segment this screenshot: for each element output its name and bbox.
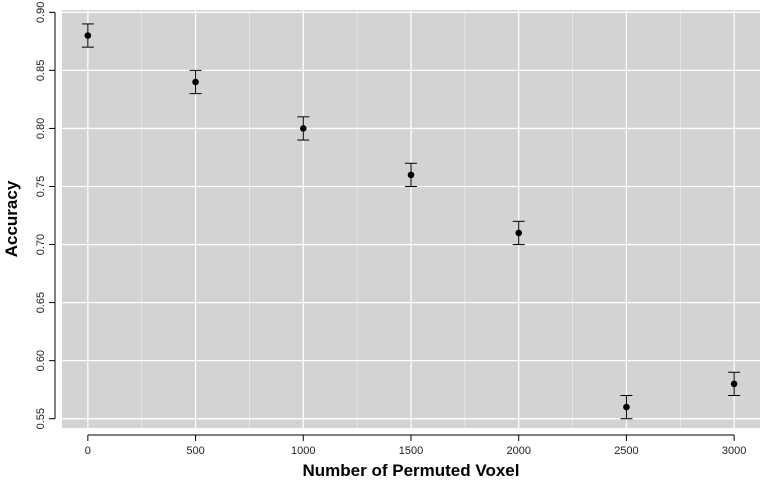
y-tick-label: 0.55	[35, 408, 47, 429]
data-point	[623, 403, 630, 411]
x-tick-label: 1000	[291, 445, 315, 457]
data-point	[515, 229, 523, 237]
y-tick-label: 0.75	[35, 176, 47, 197]
y-axis-title: Accuracy	[2, 180, 21, 257]
x-tick-label: 1500	[399, 445, 423, 457]
x-tick-label: 2000	[506, 445, 530, 457]
y-tick-label: 0.80	[35, 118, 47, 139]
axes: 0 500 1000 1500 2000 2500 3000 0.55 0.60 0.65 0.70…	[35, 2, 746, 457]
x-tick-label: 2500	[614, 445, 638, 457]
y-tick-label: 0.65	[35, 292, 47, 313]
data-point	[84, 32, 92, 39]
y-tick-label: 0.85	[35, 60, 47, 81]
data-point	[730, 380, 738, 388]
data-points	[81, 23, 741, 420]
y-tick-label: 0.70	[35, 234, 47, 255]
x-tick-label: 0	[85, 445, 91, 457]
x-axis-title: Number of Permuted Voxel	[303, 461, 520, 480]
data-point	[407, 171, 415, 179]
y-tick-label: 0.90	[35, 2, 47, 23]
x-tick-label: 3000	[722, 445, 746, 457]
data-point	[192, 78, 199, 86]
data-point	[299, 125, 307, 132]
y-tick-label: 0.60	[35, 350, 47, 371]
x-tick-label: 500	[186, 445, 204, 457]
